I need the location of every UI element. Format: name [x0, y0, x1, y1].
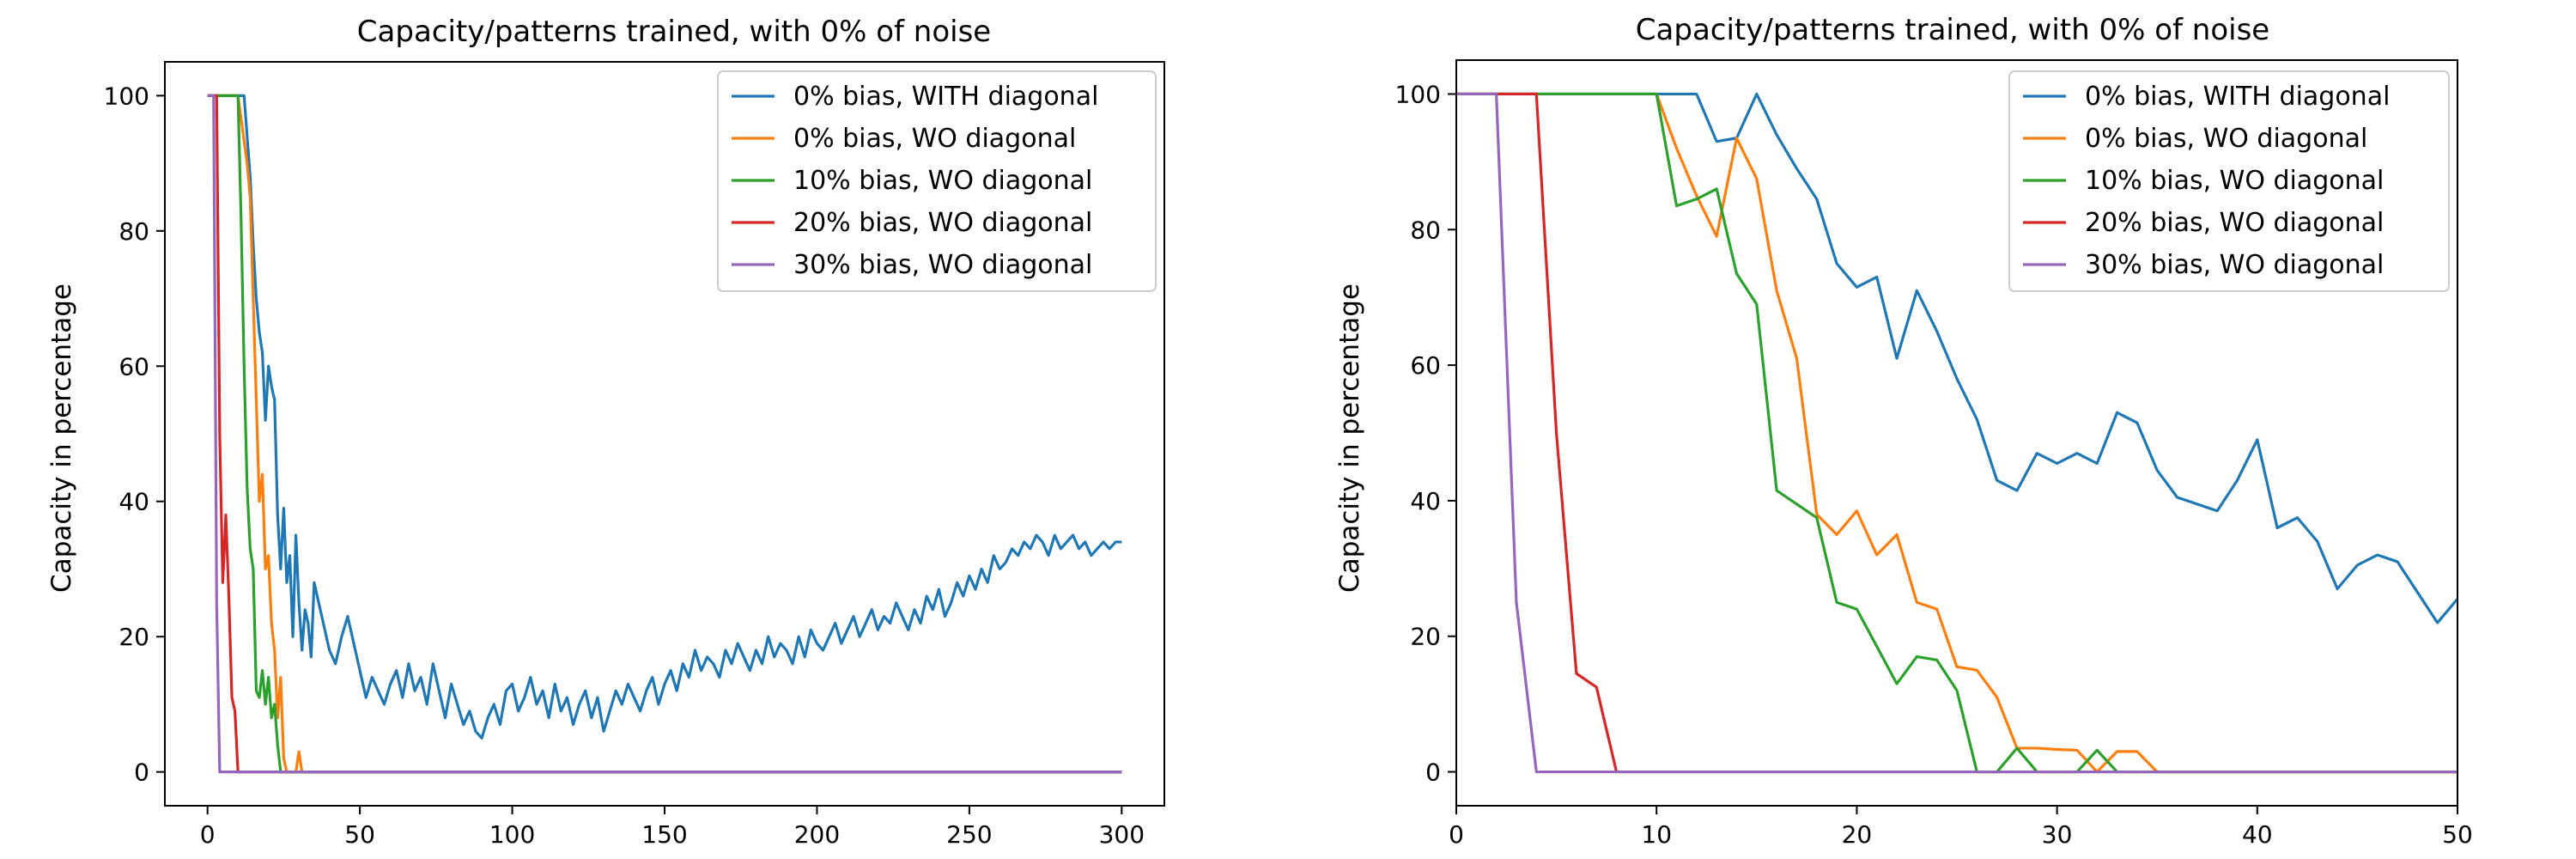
chart-right-x-tick-label: 30: [2042, 820, 2073, 849]
chart-left-y-tick-label: 20: [118, 623, 149, 651]
chart-right-x-tick-label: 20: [1842, 820, 1873, 849]
chart-left-legend-label-2: 0% bias, WO diagonal: [793, 124, 1076, 154]
chart-right-legend-label-3: 10% bias, WO diagonal: [2085, 166, 2384, 196]
chart-left-y-tick-label: 60: [118, 352, 149, 381]
chart-left-x-tick-label: 200: [794, 820, 840, 849]
chart-left-legend-label-5: 30% bias, WO diagonal: [793, 250, 1092, 280]
chart-left-legend-label-1: 0% bias, WITH diagonal: [793, 82, 1098, 112]
chart-left-y-tick-label: 80: [118, 217, 149, 246]
chart-left-x-tick-label: 150: [641, 820, 687, 849]
chart-right-y-tick-label: 60: [1410, 351, 1441, 380]
chart-right-y-tick-label: 0: [1425, 758, 1441, 787]
chart-left-y-tick-label: 0: [134, 758, 149, 787]
chart-left-x-tick-label: 300: [1099, 820, 1145, 849]
chart-right-legend-label-2: 0% bias, WO diagonal: [2085, 124, 2367, 154]
chart-left-x-tick-label: 50: [344, 820, 375, 849]
chart-right-x-tick-label: 10: [1641, 820, 1672, 849]
chart-right-x-tick-label: 0: [1449, 820, 1464, 849]
chart-right-y-tick-label: 80: [1410, 216, 1441, 244]
chart-right-y-tick-label: 20: [1410, 623, 1441, 651]
chart-left-y-tick-label: 40: [118, 488, 149, 516]
chart-left-x-tick-label: 250: [946, 820, 992, 849]
chart-right-legend-label-1: 0% bias, WITH diagonal: [2085, 82, 2390, 112]
chart-left-x-tick-label: 0: [200, 820, 216, 849]
chart-right-legend: 0% bias, WITH diagonal 0% bias, WO diagon…: [2009, 71, 2449, 291]
chart-left-x-tick-label: 100: [489, 820, 535, 849]
chart-right-legend-label-4: 20% bias, WO diagonal: [2085, 208, 2384, 238]
chart-right-title: Capacity/patterns trained, with 0% of no…: [1636, 13, 2269, 47]
chart-right-x-tick-label: 50: [2442, 820, 2473, 849]
chart-left-y-axis-label: Capacity in percentage: [46, 283, 77, 593]
chart-left-legend: 0% bias, WITH diagonal 0% bias, WO diagon…: [718, 71, 1156, 291]
chart-right-legend-label-5: 30% bias, WO diagonal: [2085, 250, 2384, 280]
chart-right-y-tick-label: 40: [1410, 487, 1441, 515]
chart-right-x-tick-label: 40: [2242, 820, 2273, 849]
chart-left-title: Capacity/patterns trained, with 0% of no…: [357, 15, 991, 49]
chart-right-y-axis-label: Capacity in percentage: [1334, 283, 1365, 593]
chart-left-legend-label-4: 20% bias, WO diagonal: [793, 208, 1092, 238]
chart-left-legend-label-3: 10% bias, WO diagonal: [793, 166, 1092, 196]
chart-right-y-tick-label: 100: [1395, 80, 1441, 108]
chart-left-y-tick-label: 100: [104, 82, 149, 110]
